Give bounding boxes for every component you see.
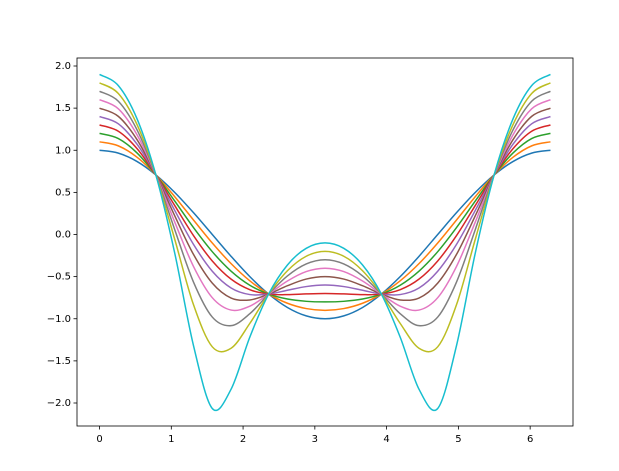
line — [99, 149, 551, 320]
y-tick-label: −1.0 — [47, 314, 71, 325]
x-tick-label: 2 — [240, 434, 246, 445]
y-tick-label: 1.0 — [55, 145, 71, 156]
x-tick-label: 5 — [455, 434, 461, 445]
y-tick-label: 2.0 — [55, 61, 71, 72]
y-tick-label: 0.5 — [55, 187, 71, 198]
x-tick-label: 0 — [96, 434, 102, 445]
y-tick-label: −2.0 — [47, 398, 71, 409]
line — [99, 82, 551, 353]
line — [99, 73, 551, 411]
x-tick-label: 6 — [527, 434, 533, 445]
x-tick-label: 4 — [383, 434, 389, 445]
line — [99, 124, 551, 296]
y-tick-label: −0.5 — [47, 272, 71, 283]
x-tick-label: 3 — [312, 434, 318, 445]
line — [99, 90, 551, 327]
y-tick-label: 0.0 — [55, 230, 71, 241]
y-tick-label: 1.5 — [55, 103, 71, 114]
x-tick-label: 1 — [168, 434, 174, 445]
line — [99, 107, 551, 302]
line — [99, 99, 551, 312]
axes-frame — [76, 57, 574, 427]
y-tick-label: −1.5 — [47, 356, 71, 367]
line — [99, 141, 551, 312]
line — [99, 132, 551, 303]
line — [99, 115, 551, 296]
